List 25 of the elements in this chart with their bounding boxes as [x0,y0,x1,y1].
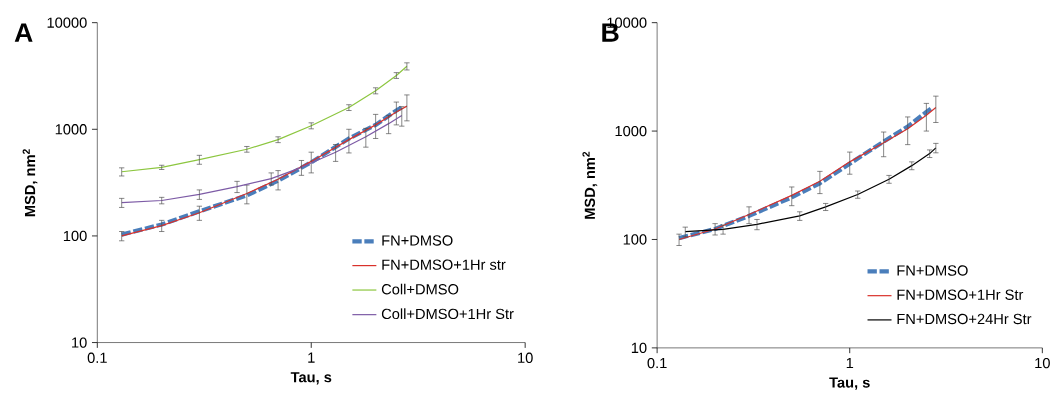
legend-label: FN+DMSO+1Hr str [382,259,506,270]
legend-label: FN+DMSO+1Hr Str [897,289,1024,300]
x-tick-label: 0.1 [647,357,667,369]
x-tick-label: 1 [308,352,315,363]
x-axis-title: Tau, s [829,377,870,390]
legend-label: FN+DMSO [897,265,968,276]
y-tick-label: 100 [623,234,647,245]
x-tick-label: 10 [1035,357,1050,369]
y-tick-label: 1000 [55,124,87,135]
y-tick-label: 100 [63,230,87,242]
y-axis-title: MSD, nm$^{2}$ [582,151,598,219]
y-tick-label: 1000 [615,125,647,137]
y-tick-label: 10000 [47,17,87,28]
y-tick-label: 10 [631,342,647,353]
x-tick-label: 10 [518,352,533,363]
legend-label: FN+DMSO [382,235,453,246]
x-axis-title: Tau, s [290,372,332,385]
x-tick-label: 1 [846,357,854,368]
y-axis-title: MSD, nm$^{2}$ [22,149,38,217]
y-tick-label: 10 [72,337,87,348]
legend-label: Coll+DMSO [381,283,459,295]
legend-label: Coll+DMSO+1Hr Str [381,308,514,320]
legend-label: FN+DMSO+24Hr Str [897,313,1032,325]
x-tick-label: 0.1 [87,352,107,363]
text: A [14,23,33,42]
